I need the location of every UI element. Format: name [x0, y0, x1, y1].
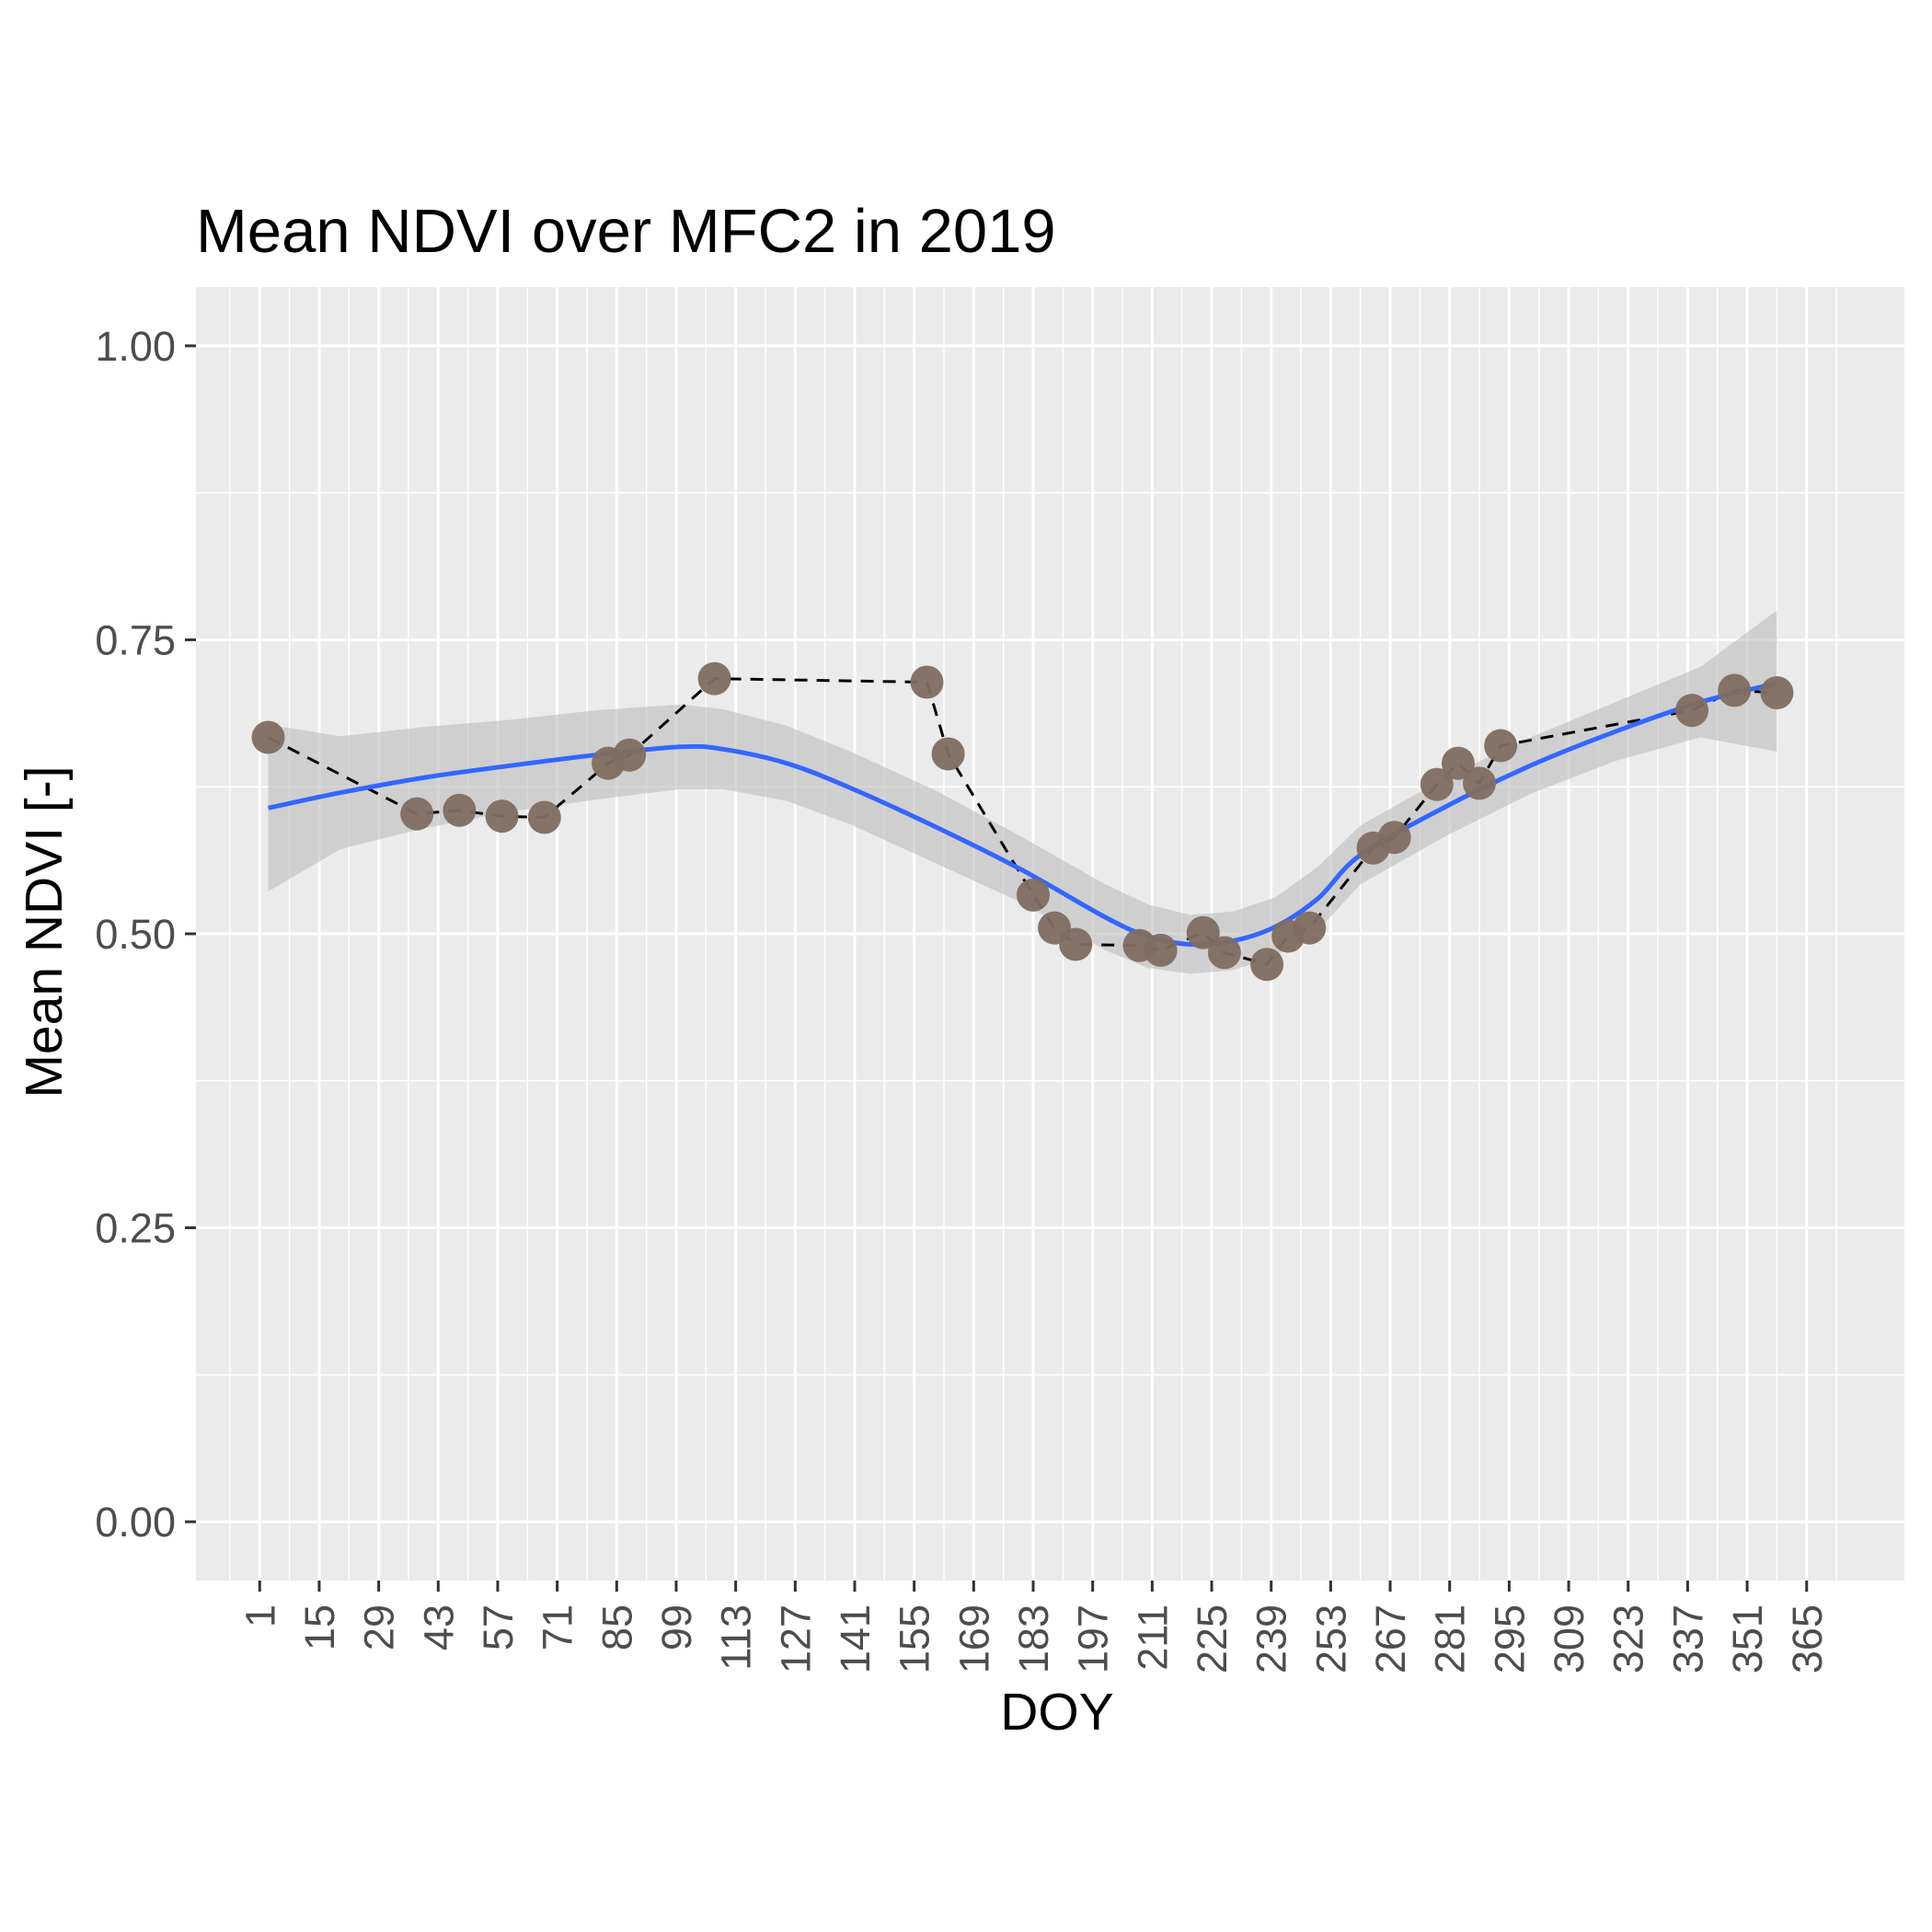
x-tick-label: 43 — [415, 1604, 462, 1650]
data-point — [931, 737, 965, 771]
data-points — [251, 661, 1794, 982]
data-point — [1441, 746, 1475, 780]
data-point — [443, 793, 477, 827]
y-tick-label: 0.50 — [95, 911, 176, 958]
x-tick-label: 29 — [356, 1604, 403, 1650]
data-point — [1250, 948, 1284, 982]
x-tick-label: 169 — [950, 1604, 997, 1673]
x-axis-title: DOY — [1000, 1683, 1114, 1742]
data-point — [1017, 878, 1051, 912]
x-tick-label: 71 — [535, 1604, 581, 1650]
x-tick-label: 197 — [1070, 1604, 1117, 1673]
x-tick-label: 183 — [1010, 1604, 1057, 1673]
data-point — [1484, 729, 1518, 763]
x-tick-label: 309 — [1546, 1604, 1593, 1673]
data-point — [1718, 673, 1752, 707]
data-point — [1420, 767, 1454, 801]
x-tick-label: 113 — [713, 1604, 760, 1671]
x-tick-label: 211 — [1129, 1604, 1176, 1671]
x-tick-label: 1 — [236, 1604, 283, 1627]
x-tick-label: 225 — [1189, 1604, 1236, 1673]
y-axis-title: Mean NDVI [-] — [15, 765, 74, 1098]
data-point — [251, 720, 285, 754]
x-tick-label: 239 — [1248, 1604, 1295, 1673]
x-tick-label: 267 — [1367, 1604, 1414, 1673]
data-point — [485, 799, 519, 834]
x-tick-label: 253 — [1307, 1604, 1354, 1673]
data-point — [910, 665, 944, 699]
x-tick-label: 323 — [1605, 1604, 1652, 1673]
data-point — [1059, 927, 1093, 961]
x-tick-label: 15 — [296, 1604, 343, 1650]
y-tick-label: 1.00 — [95, 323, 176, 370]
data-point — [400, 797, 434, 831]
y-tick-label: 0.00 — [95, 1499, 176, 1546]
data-point — [1144, 933, 1178, 967]
y-tick-label: 0.25 — [95, 1205, 176, 1252]
y-axis: 0.00 0.25 0.50 0.75 1.00 — [95, 323, 196, 1546]
x-tick-label: 155 — [891, 1604, 938, 1673]
x-tick-label: 365 — [1784, 1604, 1831, 1673]
x-axis: 1 15 29 43 57 71 85 99 113 127 141 155 169 183 197 211 2… — [236, 1581, 1831, 1673]
x-tick-label: 85 — [593, 1604, 640, 1650]
data-point — [1207, 936, 1241, 970]
data-point — [613, 738, 647, 772]
data-point — [527, 800, 561, 834]
data-point — [1463, 766, 1497, 800]
data-point — [1675, 694, 1709, 728]
x-tick-label: 337 — [1664, 1604, 1711, 1673]
data-point — [697, 661, 731, 696]
x-tick-label: 127 — [772, 1604, 819, 1673]
chart-title: Mean NDVI over MFC2 in 2019 — [196, 197, 1056, 266]
x-tick-label: 281 — [1427, 1604, 1474, 1673]
x-tick-label: 99 — [653, 1604, 700, 1650]
data-point — [1377, 821, 1411, 855]
y-tick-label: 0.75 — [95, 616, 176, 663]
x-tick-label: 57 — [475, 1604, 522, 1650]
x-tick-label: 351 — [1724, 1604, 1771, 1673]
x-tick-label: 141 — [832, 1604, 879, 1673]
data-point — [1186, 915, 1220, 949]
data-point — [1293, 911, 1327, 945]
x-tick-label: 295 — [1486, 1604, 1533, 1673]
data-point — [1760, 675, 1794, 709]
